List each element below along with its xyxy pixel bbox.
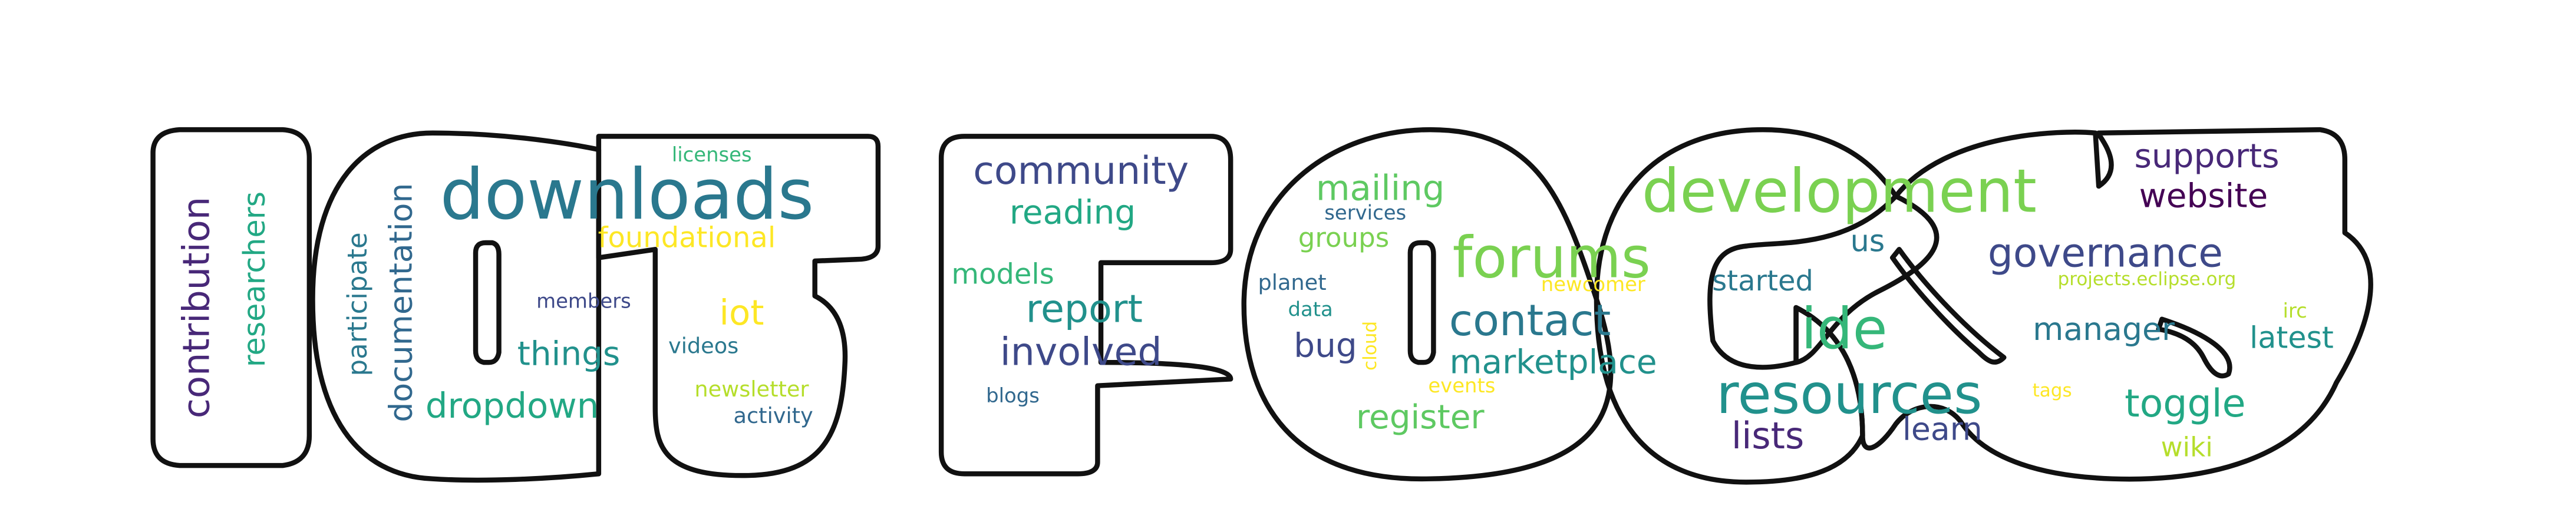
word-participate: participate: [342, 232, 373, 376]
word-foundational: foundational: [598, 222, 776, 255]
word-development: development: [1642, 157, 2037, 226]
word-cloud: cloud: [1360, 321, 1381, 371]
word-activity: activity: [734, 403, 813, 428]
word-groups: groups: [1298, 222, 1390, 253]
word-data: data: [1288, 298, 1332, 320]
word-contact: contact: [1449, 296, 1611, 346]
word-lists: lists: [1731, 414, 1805, 457]
word-models: models: [951, 258, 1054, 291]
word-blogs: blogs: [986, 384, 1040, 407]
word-projects-eclipse-org: projects.eclipse.org: [2058, 269, 2237, 290]
word-register: register: [1356, 398, 1485, 437]
word-documentation: documentation: [382, 183, 420, 422]
outline-letter-s: [1793, 127, 2373, 482]
outline-letter-o-big-counter: [1407, 240, 1436, 365]
word-latest: latest: [2250, 320, 2334, 355]
word-planet: planet: [1258, 270, 1326, 295]
outline-letter-s-inner: [1889, 247, 2007, 365]
outline-letter-s-tail: [2156, 316, 2232, 379]
word-events: events: [1428, 374, 1495, 397]
word-ide: ide: [1801, 296, 1888, 362]
outline-letter-t: [596, 134, 881, 478]
word-governance: governance: [1988, 229, 2223, 276]
word-newsletter: newsletter: [694, 376, 809, 402]
word-licenses: licenses: [672, 143, 752, 166]
word-downloads: downloads: [440, 154, 814, 235]
word-forums: forums: [1453, 224, 1651, 290]
word-toggle: toggle: [2125, 382, 2245, 426]
word-things: things: [517, 335, 621, 374]
word-involved: involved: [1000, 331, 1162, 375]
word-contribution: contribution: [174, 197, 217, 418]
outline-letter-c: [1594, 127, 1899, 485]
word-members: members: [536, 289, 631, 312]
outline-letter-o-counter: [473, 240, 502, 365]
outline-letter-o: [310, 130, 602, 483]
word-learn: learn: [1902, 411, 1983, 448]
outline-letter-i: [150, 127, 312, 468]
word-tags: tags: [2033, 380, 2072, 401]
word-dropdown: dropdown: [426, 385, 599, 426]
word-started: started: [1712, 265, 1813, 298]
word-mailing: mailing: [1316, 167, 1445, 208]
word-services: services: [1324, 201, 1406, 224]
word-reading: reading: [1010, 194, 1136, 232]
word-supports: supports: [2135, 137, 2280, 176]
word-videos: videos: [668, 333, 738, 358]
word-newcomer: newcomer: [1541, 273, 1645, 296]
word-irc: irc: [2283, 299, 2307, 322]
word-marketplace: marketplace: [1450, 343, 1657, 382]
word-us: us: [1851, 224, 1885, 259]
word-iot: iot: [720, 292, 764, 333]
word-community: community: [973, 149, 1189, 193]
word-wiki: wiki: [2161, 432, 2213, 463]
mask-outline: [150, 127, 2373, 485]
word-website: website: [2139, 177, 2268, 215]
outline-letter-f: [938, 134, 1233, 477]
word-manager: manager: [2033, 310, 2175, 348]
word-bug: bug: [1294, 326, 1357, 365]
word-report: report: [1026, 287, 1143, 331]
word-researchers: researchers: [237, 191, 272, 367]
word-resources: resources: [1716, 362, 1982, 426]
